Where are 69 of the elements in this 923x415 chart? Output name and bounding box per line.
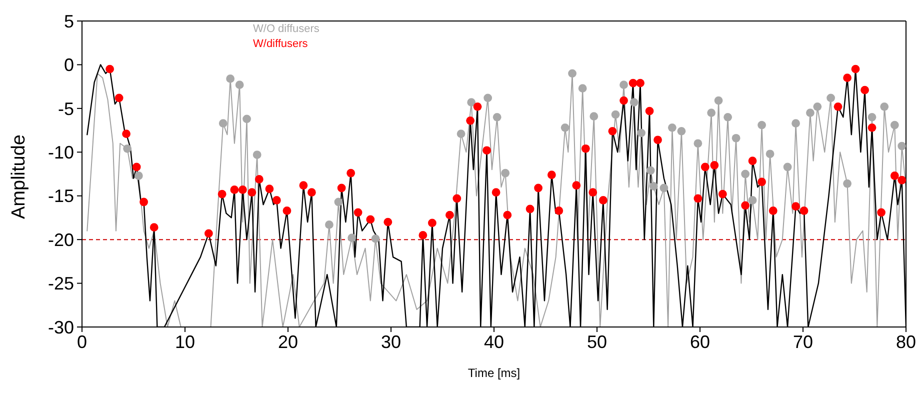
point	[492, 112, 502, 122]
point	[226, 74, 235, 83]
point	[568, 69, 576, 78]
x-tick-label: 30	[380, 332, 402, 352]
point	[677, 126, 686, 136]
point	[890, 120, 899, 130]
text: W/diffusers	[253, 37, 309, 52]
point	[758, 120, 766, 130]
point	[123, 144, 132, 153]
point	[560, 123, 570, 132]
text: W/O diffusers	[253, 22, 320, 37]
point	[724, 112, 732, 122]
y-tick-label: 0	[64, 55, 74, 76]
point	[646, 166, 655, 175]
point	[766, 150, 774, 158]
point	[620, 80, 628, 90]
x-tick-label: 60	[690, 332, 710, 352]
point	[134, 172, 143, 180]
point	[694, 139, 702, 148]
y-tick-label: 5	[64, 11, 74, 32]
y-tick-label: -5	[58, 98, 74, 119]
point	[630, 98, 638, 107]
point	[783, 162, 792, 172]
x-tick-label: 40	[484, 332, 504, 352]
point	[325, 220, 334, 229]
x-tick-label: 0	[76, 332, 88, 352]
point	[813, 102, 822, 111]
point	[792, 119, 800, 128]
x-tick-label: 70	[792, 332, 814, 352]
point	[649, 182, 658, 190]
y-tick-label: -20	[48, 230, 74, 250]
y-tick-label: -10	[48, 142, 74, 163]
point	[898, 142, 906, 150]
point	[611, 110, 620, 119]
point	[707, 108, 716, 117]
point	[235, 80, 244, 90]
point	[456, 130, 466, 138]
y-tick-label: -30	[48, 317, 74, 338]
point	[484, 94, 492, 102]
point	[714, 96, 723, 105]
point	[660, 184, 668, 192]
point	[590, 112, 598, 120]
x-tick-label: 20	[278, 332, 298, 352]
point	[252, 150, 262, 159]
point	[334, 198, 343, 206]
point	[348, 234, 356, 242]
point	[467, 98, 476, 107]
point	[741, 170, 750, 178]
x-tick-label: 10	[174, 332, 196, 352]
y-tick-label: -15	[48, 186, 74, 206]
point	[880, 102, 889, 111]
point	[732, 134, 740, 142]
x-axis-title: Time [ms]	[468, 366, 520, 380]
point	[218, 119, 228, 128]
point	[501, 168, 510, 178]
y-axis-title: Amplitude	[8, 134, 30, 219]
point	[826, 94, 836, 102]
point	[748, 196, 757, 204]
point	[578, 84, 587, 93]
y-tick-label: -25	[48, 274, 74, 294]
point	[806, 108, 814, 117]
x-tick-label: 80	[896, 332, 916, 352]
point	[668, 123, 676, 132]
point	[868, 112, 876, 122]
point	[843, 179, 852, 188]
point	[637, 128, 646, 138]
x-tick-label: 50	[586, 332, 608, 352]
point	[371, 234, 380, 243]
point	[242, 114, 251, 124]
